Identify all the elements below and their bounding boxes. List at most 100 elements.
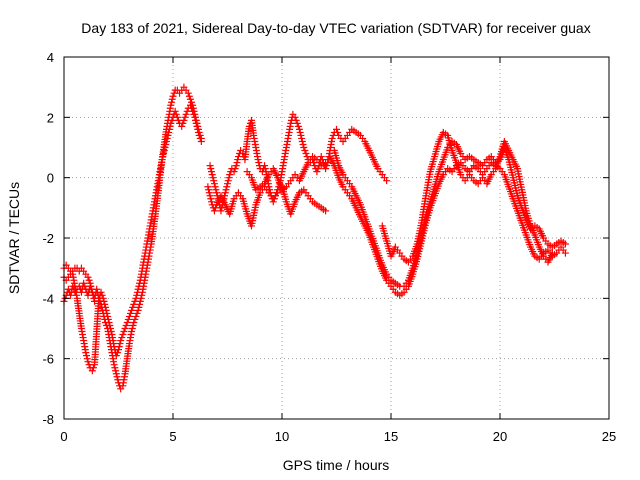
x-tick-label: 15 xyxy=(384,429,398,444)
data-point-interp xyxy=(192,116,200,124)
data-point-interp xyxy=(83,355,91,363)
data-point-interp xyxy=(83,352,91,360)
data-point-interp xyxy=(87,282,95,290)
data-point xyxy=(132,294,140,302)
data-point xyxy=(165,128,173,136)
data-point xyxy=(186,95,194,103)
data-point-interp xyxy=(133,288,141,296)
y-tick-label: 0 xyxy=(47,171,54,186)
data-point xyxy=(322,207,330,215)
data-point-interp xyxy=(194,125,202,133)
data-point-interp xyxy=(116,340,124,348)
data-point-interp xyxy=(124,315,132,323)
data-point-interp xyxy=(190,110,198,118)
data-point-interp xyxy=(107,328,115,336)
data-point xyxy=(169,92,177,100)
data-point xyxy=(104,312,112,320)
data-point-interp xyxy=(160,150,168,158)
data-point xyxy=(295,125,303,133)
y-tick-label: -4 xyxy=(42,291,54,306)
data-point xyxy=(193,122,201,130)
data-point xyxy=(561,249,569,257)
data-point xyxy=(171,107,179,115)
data-point-interp xyxy=(103,309,111,317)
data-point xyxy=(112,370,120,378)
data-point-interp xyxy=(85,276,93,284)
data-point xyxy=(121,325,129,332)
data-point-interp xyxy=(208,168,216,176)
data-point xyxy=(99,294,107,302)
data-point-interp xyxy=(231,165,239,173)
data-point-interp xyxy=(292,116,300,124)
data-point-interp xyxy=(118,334,126,342)
axis-ticks: 0 5 10 15 20 25 -8 -6 -4 -2 0 2 4 xyxy=(42,50,616,444)
data-point-interp xyxy=(89,291,97,299)
data-point xyxy=(226,171,234,179)
data-point xyxy=(322,165,330,173)
data-point-interp xyxy=(159,153,167,161)
data-point-interp xyxy=(102,306,110,314)
data-point xyxy=(67,291,75,299)
data-point-interp xyxy=(261,165,269,173)
data-point-interp xyxy=(120,328,128,336)
data-point-interp xyxy=(207,165,215,173)
data-point-interp xyxy=(131,315,139,323)
data-point xyxy=(287,119,295,127)
data-point-interp xyxy=(209,174,217,182)
data-point xyxy=(173,113,181,121)
data-point xyxy=(160,147,168,155)
data-point-interp xyxy=(181,113,189,121)
data-point-interp xyxy=(172,110,180,118)
y-tick-label: -2 xyxy=(42,231,54,246)
data-point xyxy=(548,249,556,257)
data-point xyxy=(125,312,133,320)
data-point-interp xyxy=(111,364,119,372)
data-point xyxy=(328,134,336,142)
data-point-interp xyxy=(89,364,97,372)
data-point xyxy=(298,134,306,142)
data-point xyxy=(115,346,122,354)
data-point-interp xyxy=(107,325,115,332)
data-point xyxy=(130,318,138,326)
data-point-interp xyxy=(164,131,172,139)
data-point xyxy=(206,192,214,200)
data-point-interp xyxy=(210,177,218,185)
data-point xyxy=(302,150,310,158)
data-point-interp xyxy=(122,321,130,329)
data-point-interp xyxy=(136,279,144,287)
y-tick-label: 4 xyxy=(47,50,54,65)
data-point-interp xyxy=(234,156,242,164)
data-point-interp xyxy=(296,128,304,136)
data-point xyxy=(197,137,205,145)
data-point-interp xyxy=(188,98,196,106)
data-point xyxy=(293,119,301,127)
data-point-interp xyxy=(129,303,137,311)
x-tick-label: 5 xyxy=(169,429,176,444)
data-point-interp xyxy=(112,367,120,375)
data-point xyxy=(88,367,96,375)
data-point xyxy=(300,144,308,151)
data-point xyxy=(112,352,120,360)
data-point-interp xyxy=(98,291,106,299)
data-point xyxy=(106,321,114,329)
data-point xyxy=(128,328,136,336)
data-point-interp xyxy=(208,198,216,206)
data-point xyxy=(167,119,175,127)
x-tick-label: 0 xyxy=(60,429,67,444)
data-point xyxy=(82,349,90,357)
data-point-interp xyxy=(113,349,121,357)
data-point-interp xyxy=(196,134,204,142)
data-point-interp xyxy=(205,189,213,197)
data-point xyxy=(195,131,203,139)
data-point xyxy=(91,297,99,305)
data-point-interp xyxy=(218,204,226,212)
data-point xyxy=(224,180,231,188)
data-point xyxy=(317,153,325,161)
data-point xyxy=(97,288,105,296)
data-point-interp xyxy=(135,282,143,290)
data-point-interp xyxy=(104,315,112,323)
data-point-interp xyxy=(294,122,302,130)
data-point xyxy=(167,101,175,109)
data-point-interp xyxy=(192,119,200,127)
data-point-interp xyxy=(194,128,202,136)
